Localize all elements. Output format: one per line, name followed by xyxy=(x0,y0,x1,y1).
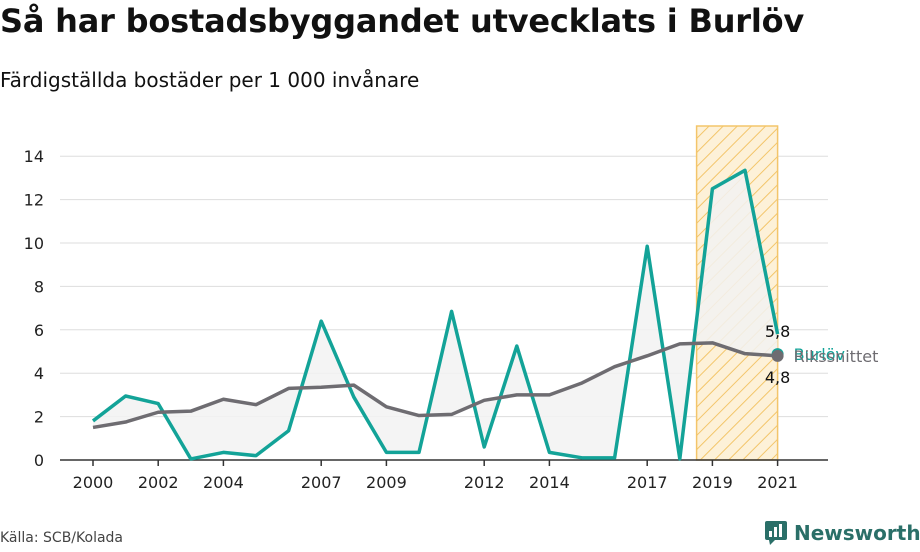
y-tick-label: 14 xyxy=(24,147,44,166)
y-tick-label: 8 xyxy=(34,277,44,296)
x-tick-label: 2007 xyxy=(301,473,342,492)
y-tick-label: 4 xyxy=(34,364,44,383)
x-tick-label: 2000 xyxy=(73,473,114,492)
x-tick-label: 2019 xyxy=(692,473,733,492)
series-name-label: Rikssnittet xyxy=(794,347,879,366)
end-value-label: 4,8 xyxy=(765,368,790,387)
x-tick-label: 2021 xyxy=(757,473,798,492)
x-tick-label: 2017 xyxy=(627,473,668,492)
area-layer xyxy=(93,170,778,459)
y-tick-label: 2 xyxy=(34,408,44,427)
series-end-marker xyxy=(771,349,784,362)
x-tick-label: 2004 xyxy=(203,473,244,492)
chart-subtitle: Färdigställda bostäder per 1 000 invånar… xyxy=(0,68,420,92)
source-note: Källa: SCB/Kolada xyxy=(0,530,124,546)
axis-layer: 2000 2002 2004 2007 2009 2012 2014 2017 2019 2021 xyxy=(60,459,828,492)
series-name-label: Burlöv xyxy=(794,345,845,364)
y-tick-label: 10 xyxy=(24,234,44,253)
newsworthy-logo[interactable]: Newsworthy xyxy=(764,520,920,546)
end-value-label: 5,8 xyxy=(765,322,790,341)
y-tick-label: 6 xyxy=(34,321,44,340)
newsworthy-icon xyxy=(765,521,787,545)
x-tick-label: 2002 xyxy=(138,473,179,492)
x-tick-label: 2012 xyxy=(464,473,505,492)
brand-name: Newsworthy xyxy=(794,521,920,545)
x-tick-label: 2009 xyxy=(366,473,407,492)
difference-area xyxy=(93,170,778,459)
y-tick-label: 12 xyxy=(24,191,44,210)
x-tick-label: 2014 xyxy=(529,473,570,492)
y-tick-label: 0 xyxy=(34,451,44,470)
chart-title: Så har bostadsbyggandet utvecklats i Bur… xyxy=(0,2,805,40)
line-layer xyxy=(91,168,780,461)
series-line xyxy=(92,341,778,430)
series-line xyxy=(91,168,780,461)
